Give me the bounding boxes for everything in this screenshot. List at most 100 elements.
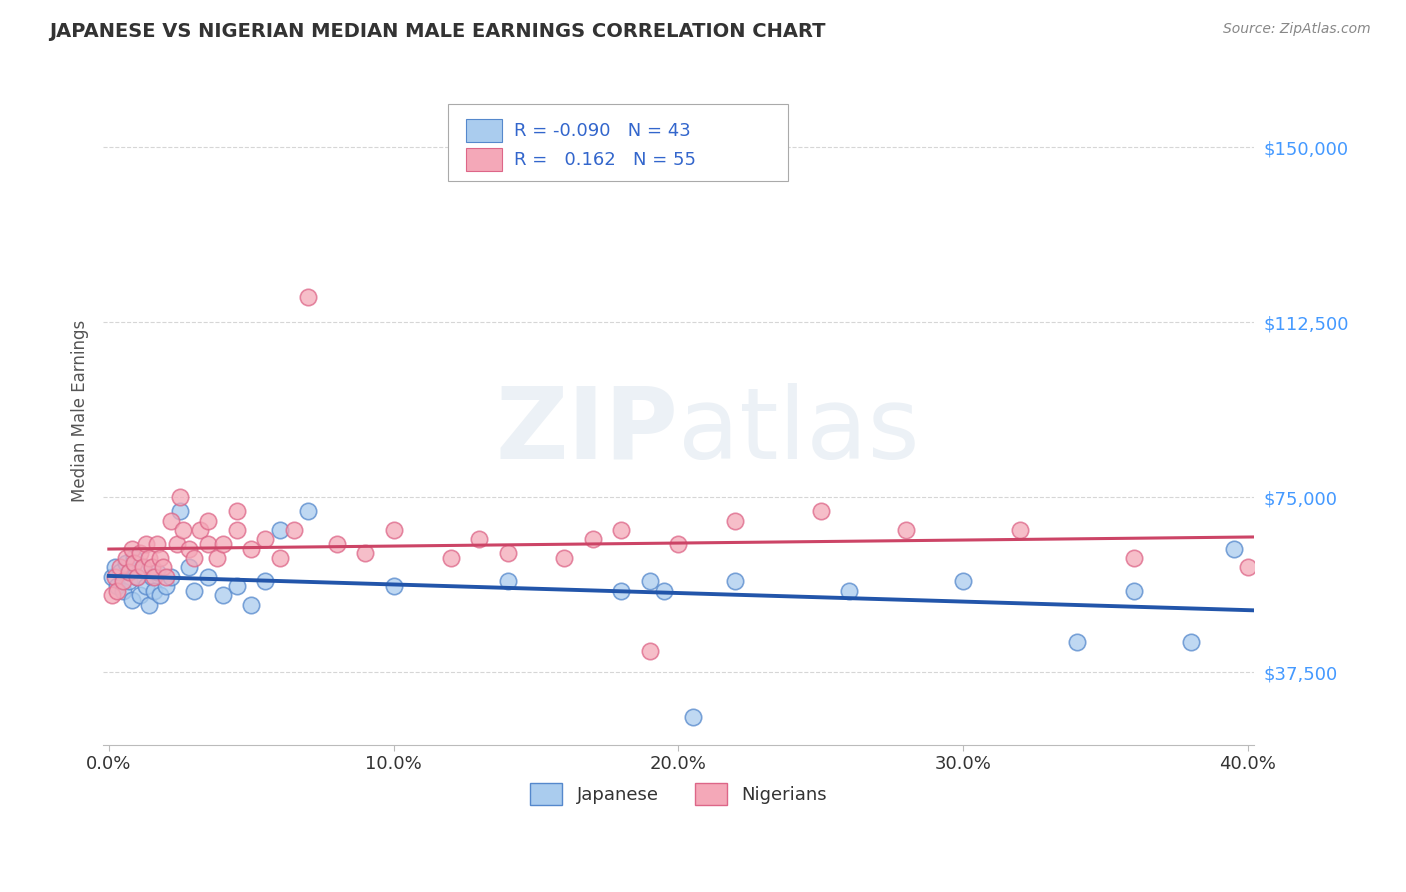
- Point: [197, 514, 219, 528]
- Point: [118, 574, 141, 589]
- Point: [169, 504, 191, 518]
- Text: ZIP: ZIP: [495, 383, 678, 480]
- Y-axis label: Median Male Earnings: Median Male Earnings: [72, 320, 89, 502]
- Point: [254, 574, 277, 589]
- Point: [682, 709, 704, 723]
- Point: [110, 560, 132, 574]
- Point: [610, 523, 633, 537]
- Point: [240, 541, 263, 556]
- Text: JAPANESE VS NIGERIAN MEDIAN MALE EARNINGS CORRELATION CHART: JAPANESE VS NIGERIAN MEDIAN MALE EARNING…: [49, 22, 825, 41]
- Point: [115, 551, 138, 566]
- Text: atlas: atlas: [678, 383, 920, 480]
- Point: [724, 574, 747, 589]
- Point: [283, 523, 305, 537]
- Point: [496, 574, 519, 589]
- Point: [638, 644, 661, 658]
- Point: [141, 569, 163, 583]
- Point: [325, 537, 347, 551]
- Point: [382, 523, 405, 537]
- Point: [254, 533, 277, 547]
- Point: [269, 551, 291, 566]
- Point: [177, 560, 200, 574]
- Point: [149, 588, 172, 602]
- Point: [638, 574, 661, 589]
- Point: [100, 569, 122, 583]
- Point: [810, 504, 832, 518]
- Point: [121, 541, 143, 556]
- Point: [1010, 523, 1032, 537]
- Point: [896, 523, 918, 537]
- Point: [468, 533, 491, 547]
- Point: [127, 569, 149, 583]
- Point: [197, 569, 219, 583]
- Point: [269, 523, 291, 537]
- Point: [610, 583, 633, 598]
- Point: [118, 565, 141, 579]
- Point: [211, 588, 233, 602]
- Point: [166, 537, 188, 551]
- Point: [1180, 635, 1202, 649]
- Point: [382, 579, 405, 593]
- Point: [1222, 541, 1244, 556]
- FancyBboxPatch shape: [465, 120, 502, 142]
- Point: [152, 560, 174, 574]
- Point: [129, 588, 152, 602]
- Text: R =   0.162   N = 55: R = 0.162 N = 55: [513, 151, 696, 169]
- Point: [115, 556, 138, 570]
- Point: [188, 523, 211, 537]
- Point: [127, 569, 149, 583]
- Legend: Japanese, Nigerians: Japanese, Nigerians: [522, 776, 834, 813]
- Point: [135, 537, 157, 551]
- Point: [439, 551, 461, 566]
- Point: [172, 523, 194, 537]
- Point: [155, 569, 177, 583]
- Point: [138, 551, 160, 566]
- Point: [121, 593, 143, 607]
- Point: [652, 583, 675, 598]
- FancyBboxPatch shape: [465, 148, 502, 171]
- Point: [149, 551, 172, 566]
- Point: [141, 560, 163, 574]
- Point: [724, 514, 747, 528]
- Point: [297, 504, 319, 518]
- Point: [124, 551, 146, 566]
- Point: [135, 579, 157, 593]
- Point: [205, 551, 228, 566]
- Point: [105, 583, 128, 598]
- Point: [103, 569, 125, 583]
- Point: [138, 598, 160, 612]
- Point: [105, 579, 128, 593]
- Point: [582, 533, 605, 547]
- Point: [183, 583, 205, 598]
- Point: [160, 569, 183, 583]
- Point: [155, 579, 177, 593]
- Point: [1237, 560, 1260, 574]
- Point: [1066, 635, 1088, 649]
- Point: [838, 583, 860, 598]
- Point: [112, 583, 135, 598]
- Point: [132, 560, 155, 574]
- Point: [226, 523, 249, 537]
- Point: [112, 574, 135, 589]
- FancyBboxPatch shape: [449, 104, 787, 181]
- Point: [183, 551, 205, 566]
- Point: [110, 565, 132, 579]
- Point: [169, 491, 191, 505]
- Text: R = -0.090   N = 43: R = -0.090 N = 43: [513, 122, 690, 140]
- Point: [146, 537, 169, 551]
- Point: [553, 551, 575, 566]
- Point: [226, 504, 249, 518]
- Point: [146, 565, 169, 579]
- Point: [211, 537, 233, 551]
- Text: Source: ZipAtlas.com: Source: ZipAtlas.com: [1223, 22, 1371, 37]
- Point: [666, 537, 689, 551]
- Point: [496, 546, 519, 560]
- Point: [297, 290, 319, 304]
- Point: [160, 514, 183, 528]
- Point: [952, 574, 974, 589]
- Point: [226, 579, 249, 593]
- Point: [354, 546, 377, 560]
- Point: [124, 556, 146, 570]
- Point: [240, 598, 263, 612]
- Point: [143, 583, 166, 598]
